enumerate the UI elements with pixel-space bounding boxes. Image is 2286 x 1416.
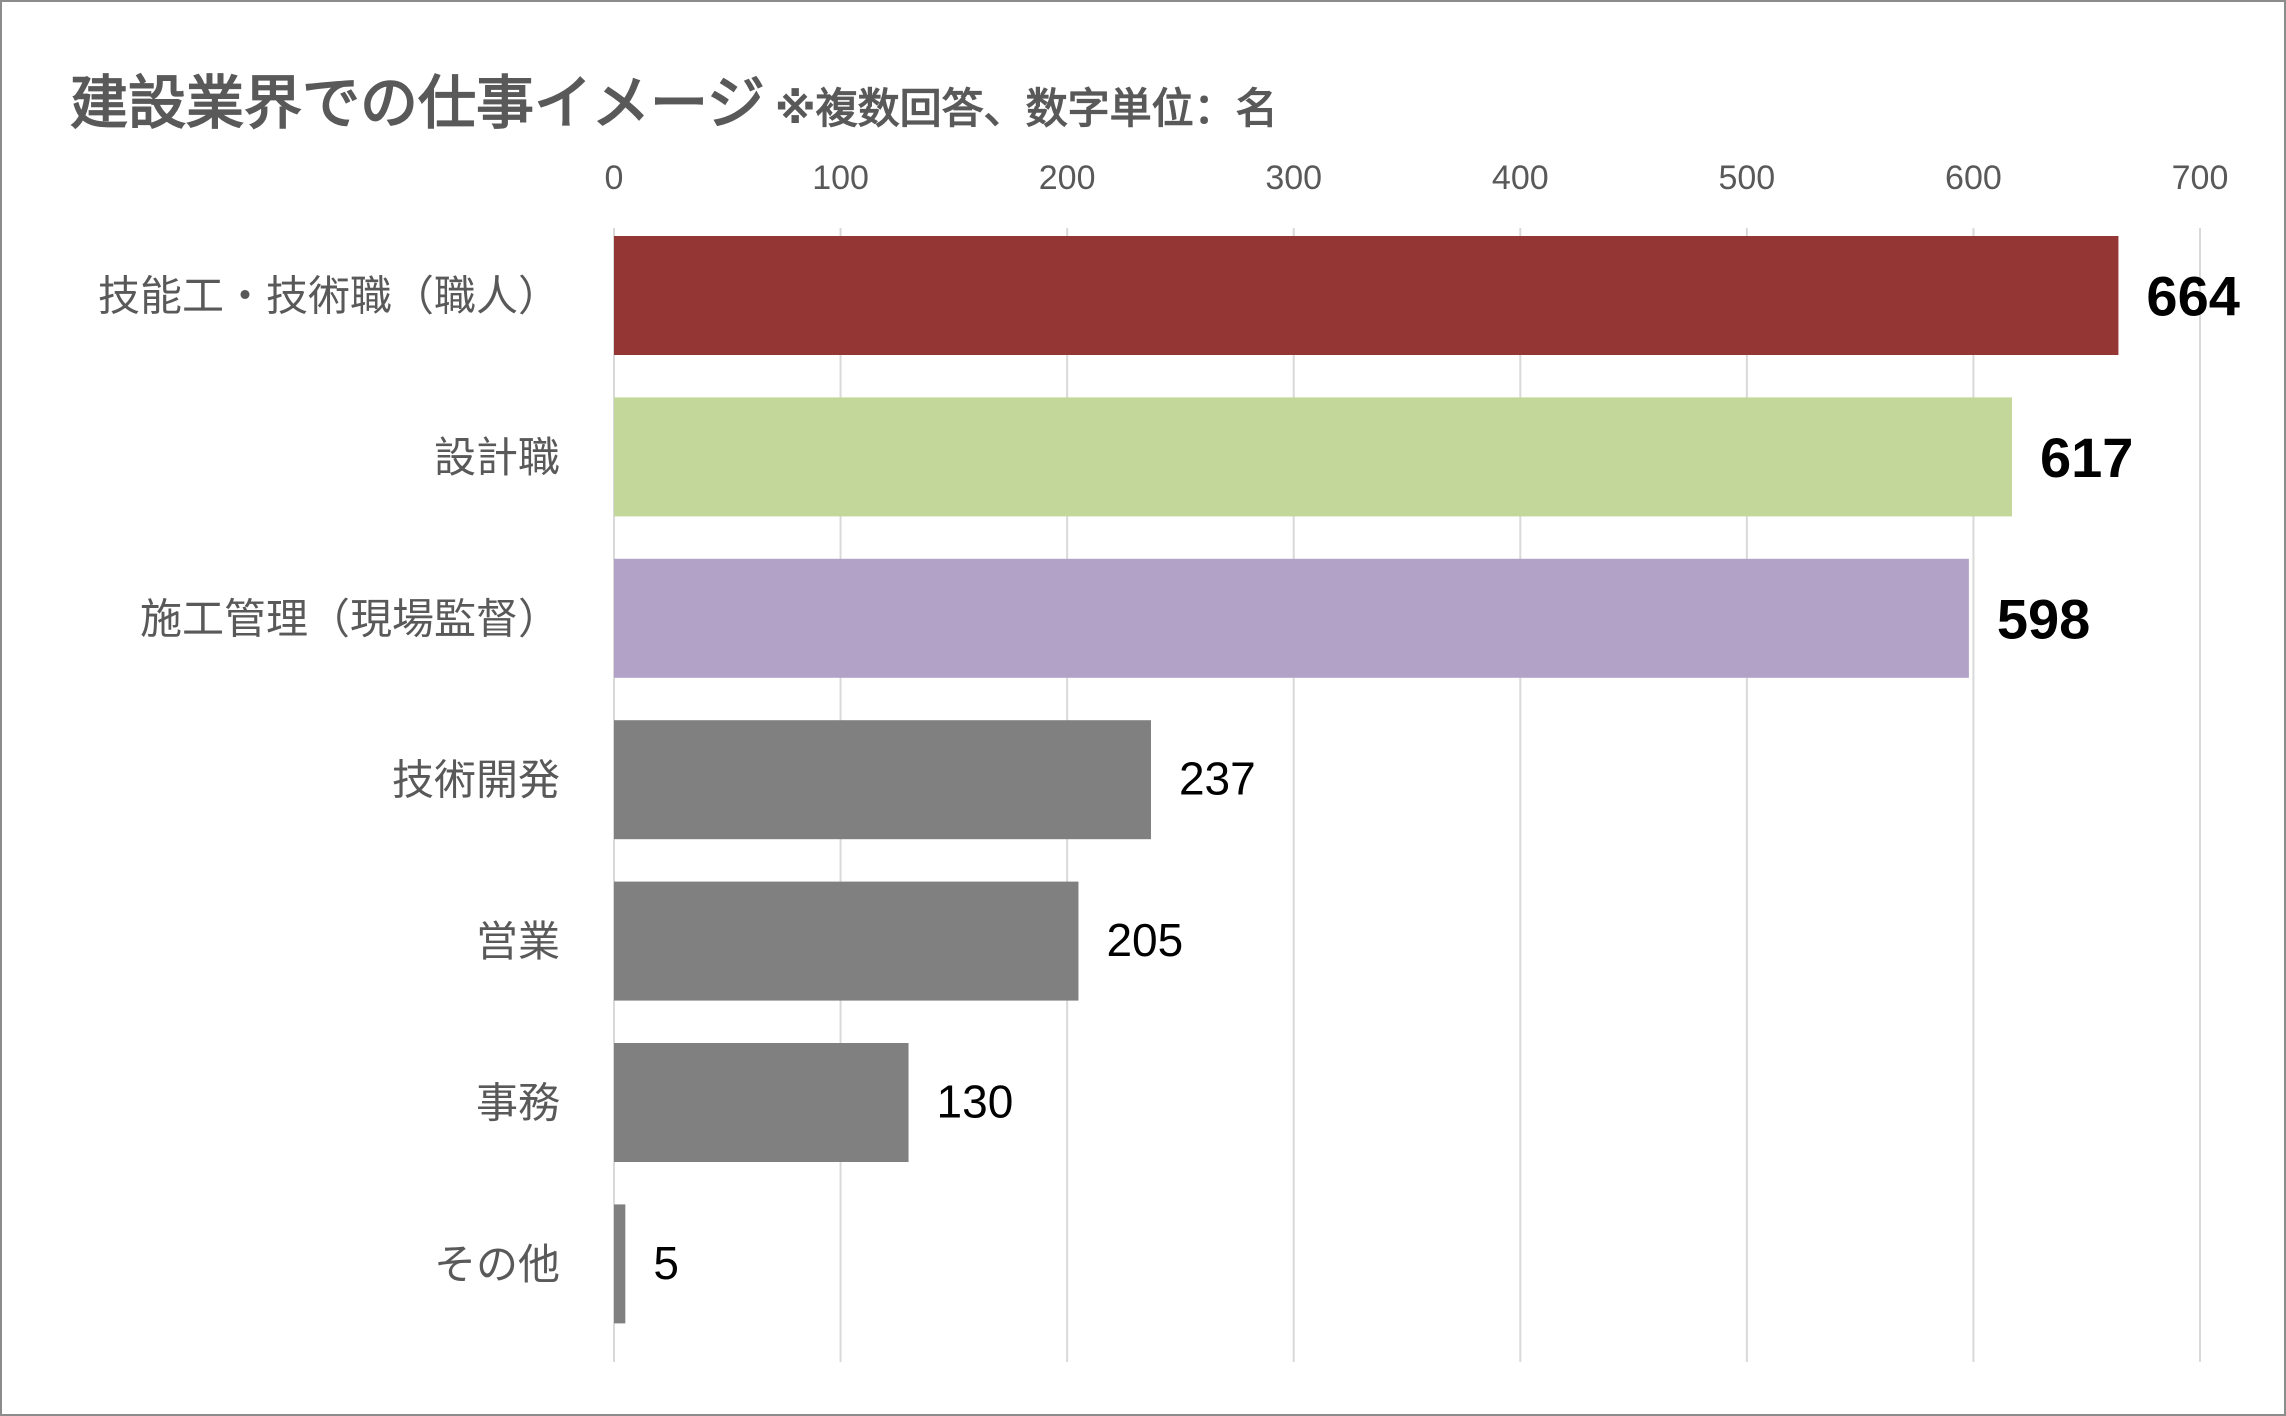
chart-title-text: 建設業界での仕事イメージ bbox=[70, 69, 765, 137]
x-tick-label-200: 200 bbox=[1039, 159, 1096, 197]
bar-2 bbox=[614, 397, 2012, 517]
x-tick-label-700: 700 bbox=[2172, 159, 2229, 197]
value-label-5: 205 bbox=[1106, 914, 1183, 966]
x-tick-label-600: 600 bbox=[1945, 159, 2002, 197]
bar-1 bbox=[614, 236, 2119, 355]
x-tick-label-100: 100 bbox=[812, 159, 869, 197]
category-label-3: 施工管理（現場監督） bbox=[140, 594, 560, 643]
category-label-4: 技術開発 bbox=[392, 756, 560, 805]
category-label-1: 技能工・技術職（職人） bbox=[98, 272, 560, 321]
bar-7 bbox=[614, 1204, 626, 1324]
x-tick-label-300: 300 bbox=[1265, 159, 1322, 197]
category-label-2: 設計職 bbox=[434, 433, 560, 482]
bar-3 bbox=[614, 558, 1969, 678]
bar-4 bbox=[614, 720, 1151, 840]
x-tick-label-400: 400 bbox=[1492, 159, 1549, 197]
x-tick-label-0: 0 bbox=[605, 159, 624, 197]
bar-5 bbox=[614, 881, 1079, 1001]
value-label-4: 237 bbox=[1179, 753, 1256, 805]
value-label-1: 664 bbox=[2146, 265, 2239, 328]
bar-6 bbox=[614, 1043, 909, 1162]
chart-title: 建設業界での仕事イメージ ※複数回答、数字単位：名 bbox=[70, 56, 1278, 140]
value-label-7: 5 bbox=[653, 1237, 679, 1289]
value-label-6: 130 bbox=[937, 1076, 1014, 1128]
chart-subtitle: ※複数回答、数字単位：名 bbox=[774, 84, 1278, 133]
value-label-3: 598 bbox=[1997, 587, 2090, 650]
x-tick-label-500: 500 bbox=[1718, 159, 1775, 197]
category-label-6: 事務 bbox=[476, 1079, 560, 1128]
category-label-5: 営業 bbox=[476, 917, 560, 966]
value-label-2: 617 bbox=[2040, 426, 2133, 489]
category-label-7: その他 bbox=[434, 1240, 560, 1289]
